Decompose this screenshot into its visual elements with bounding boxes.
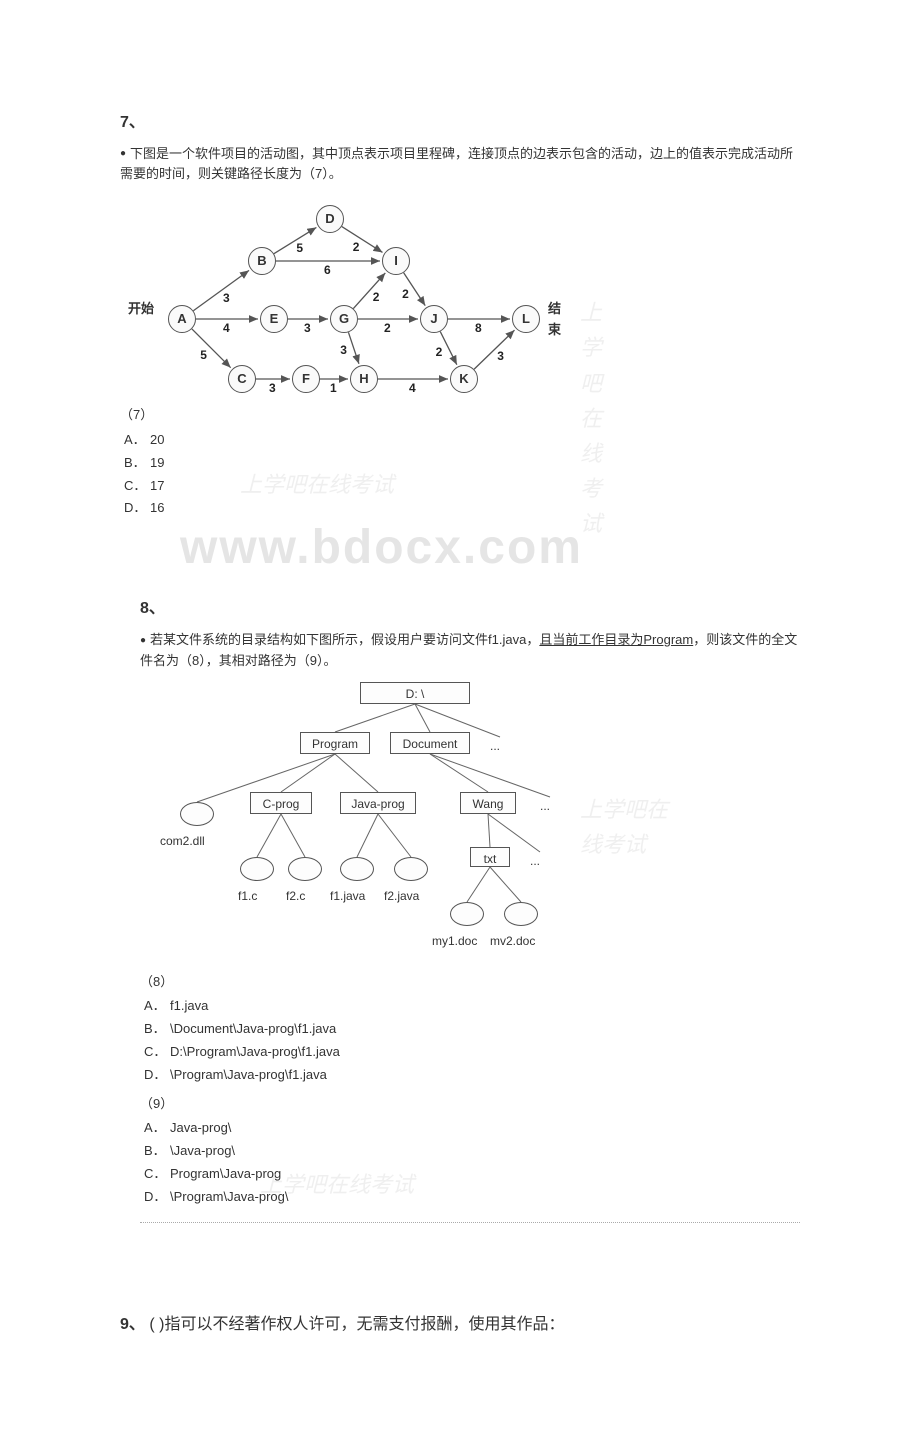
- graph-node-L: L: [512, 305, 540, 333]
- q8-options-9: A．Java-prog\ B．\Java-prog\ C．Program\Jav…: [144, 1118, 800, 1207]
- q8-9-option-d[interactable]: D．\Program\Java-prog\: [144, 1187, 800, 1208]
- q8-number: 8、: [140, 596, 800, 622]
- edge-weight-A-B: 3: [223, 289, 230, 308]
- tree-node-wang: Wang: [460, 792, 516, 814]
- graph-node-C: C: [228, 365, 256, 393]
- tree-node-my2: [504, 902, 538, 926]
- label-end: 结束: [548, 299, 561, 341]
- q7-option-a[interactable]: A．20: [124, 430, 800, 451]
- q8-8-option-d[interactable]: D．\Program\Java-prog\f1.java: [144, 1065, 800, 1086]
- q7-prompt: 下图是一个软件项目的活动图，其中顶点表示项目里程碑，连接顶点的边表示包含的活动，…: [120, 144, 800, 186]
- label-start: 开始: [128, 299, 154, 320]
- q8-8-option-b[interactable]: B．\Document\Java-prog\f1.java: [144, 1019, 800, 1040]
- tree-node-document: Document: [390, 732, 470, 754]
- graph-node-F: F: [292, 365, 320, 393]
- q7-option-b[interactable]: B．19: [124, 453, 800, 474]
- edge-weight-E-G: 3: [304, 319, 311, 338]
- tree-node-my1: [450, 902, 484, 926]
- tree-node-javaprog: Java-prog: [340, 792, 416, 814]
- edge-weight-D-I: 2: [353, 238, 360, 257]
- tree-label-my2lbl: mv2.doc: [490, 932, 535, 951]
- q8-blank8-label: （8）: [140, 972, 800, 993]
- tree-label-f1jlbl: f1.java: [330, 887, 365, 906]
- q7-option-c[interactable]: C．17: [124, 476, 800, 497]
- question-8-block: 8、 若某文件系统的目录结构如下图所示，假设用户要访问文件f1.java，且当前…: [140, 596, 800, 1271]
- tree-node-txt: txt: [470, 847, 510, 867]
- q8-9-option-a[interactable]: A．Java-prog\: [144, 1118, 800, 1139]
- graph-node-D: D: [316, 205, 344, 233]
- divider: [140, 1222, 800, 1223]
- q8-prompt: 若某文件系统的目录结构如下图所示，假设用户要访问文件f1.java，且当前工作目…: [140, 630, 800, 672]
- tree-node-f2c: [288, 857, 322, 881]
- tree-label-f1clbl: f1.c: [238, 887, 257, 906]
- edge-weight-J-K: 2: [436, 343, 443, 362]
- graph-node-E: E: [260, 305, 288, 333]
- q8-blank9-label: （9）: [140, 1094, 800, 1115]
- tree-label-dots2: ...: [540, 797, 550, 816]
- q8-options-8: A．f1.java B．\Document\Java-prog\f1.java …: [144, 996, 800, 1085]
- graph-node-B: B: [248, 247, 276, 275]
- edge-weight-C-F: 3: [269, 379, 276, 398]
- q8-8-option-a[interactable]: A．f1.java: [144, 996, 800, 1017]
- edge-weight-G-J: 2: [384, 319, 391, 338]
- tree-node-f2j: [394, 857, 428, 881]
- graph-node-G: G: [330, 305, 358, 333]
- q8-8-option-c[interactable]: C．D:\Program\Java-prog\f1.java: [144, 1042, 800, 1063]
- tree-node-program: Program: [300, 732, 370, 754]
- graph-node-I: I: [382, 247, 410, 275]
- q7-options: A．20 B．19 C．17 D．16: [124, 430, 800, 519]
- edge-weight-A-E: 4: [223, 319, 230, 338]
- q7-number: 7、: [120, 110, 800, 136]
- edge-weight-B-I: 6: [324, 261, 331, 280]
- q7-blank-label: （7）: [120, 405, 800, 426]
- graph-node-K: K: [450, 365, 478, 393]
- tree-node-cprog: C-prog: [250, 792, 312, 814]
- tree-node-com2: [180, 802, 214, 826]
- q9-number: 9、: [120, 1316, 145, 1333]
- edge-weight-J-L: 8: [475, 319, 482, 338]
- tree-node-f1j: [340, 857, 374, 881]
- question-7-block: 7、 下图是一个软件项目的活动图，其中顶点表示项目里程碑，连接顶点的边表示包含的…: [120, 110, 800, 556]
- tree-label-my1lbl: my1.doc: [432, 932, 477, 951]
- edge-weight-I-J: 2: [402, 285, 409, 304]
- tree-label-dots3: ...: [530, 852, 540, 871]
- tree-node-f1c: [240, 857, 274, 881]
- edge-weight-A-C: 5: [200, 346, 207, 365]
- edge-weight-F-H: 1: [330, 379, 337, 398]
- edge-weight-G-H: 3: [340, 341, 347, 360]
- edge-weight-G-I: 2: [373, 288, 380, 307]
- tree-label-f2clbl: f2.c: [286, 887, 305, 906]
- q7-option-d[interactable]: D．16: [124, 498, 800, 519]
- tree-label-com2lbl: com2.dll: [160, 832, 205, 851]
- tree-label-dots1: ...: [490, 737, 500, 756]
- q8-9-option-c[interactable]: C．Program\Java-prog: [144, 1164, 800, 1185]
- q8-tree-svg: [160, 682, 680, 962]
- graph-node-J: J: [420, 305, 448, 333]
- edge-weight-H-K: 4: [409, 379, 416, 398]
- edge-weight-B-D: 5: [296, 239, 303, 258]
- tree-label-f2jlbl: f2.java: [384, 887, 419, 906]
- q8-directory-tree: D: \ Program Document... com2.dll C-prog Java…: [160, 682, 680, 962]
- q9-text: ( )指可以不经著作权人许可，无需支付报酬，使用其作品：: [149, 1316, 564, 1333]
- tree-node-root: D: \: [360, 682, 470, 704]
- q7-activity-graph: ABCDEFGHIJKL34556233122342283 开始 结束 上学吧在…: [120, 195, 560, 395]
- q8-9-option-b[interactable]: B．\Java-prog\: [144, 1141, 800, 1162]
- edge-weight-K-L: 3: [497, 347, 504, 366]
- question-9-block: 9、 ( )指可以不经著作权人许可，无需支付报酬，使用其作品：: [120, 1312, 800, 1338]
- graph-node-A: A: [168, 305, 196, 333]
- graph-node-H: H: [350, 365, 378, 393]
